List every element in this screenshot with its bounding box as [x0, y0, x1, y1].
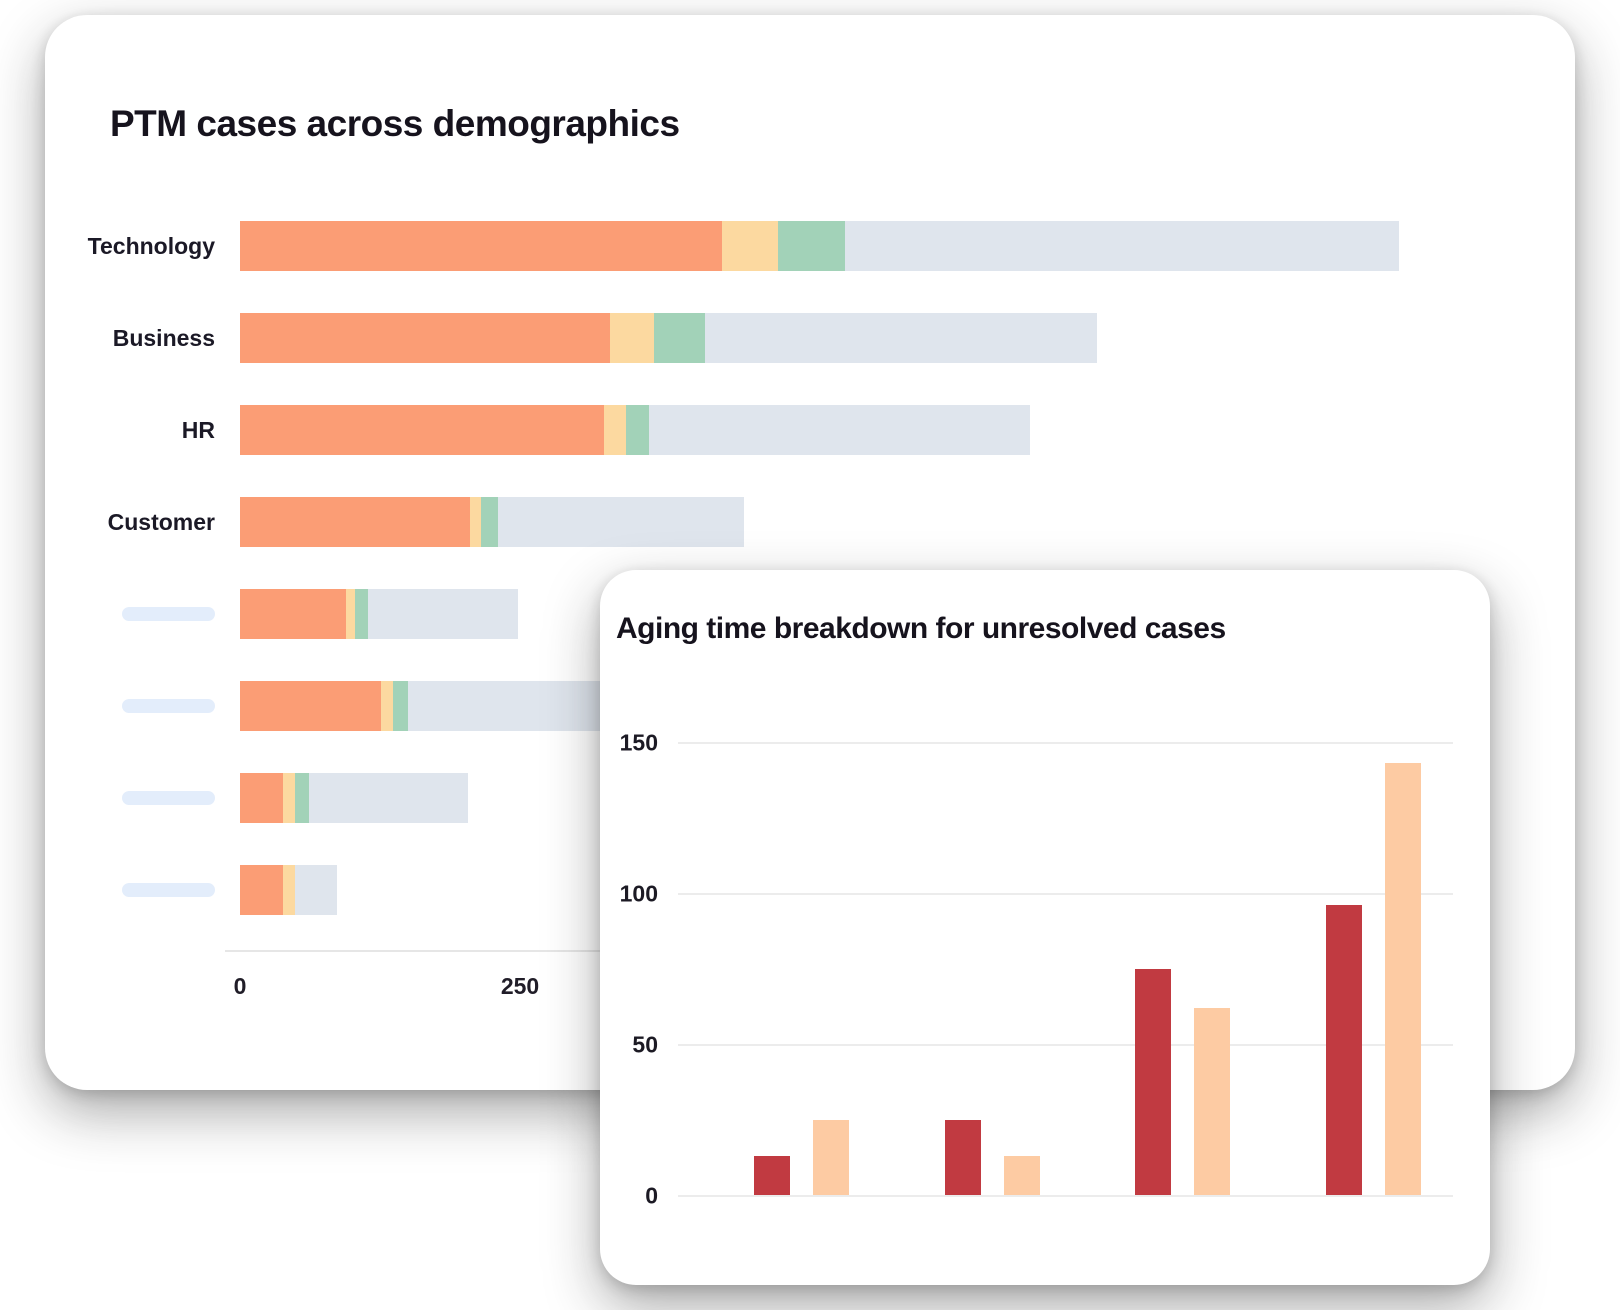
bar-segment-green: [393, 681, 408, 731]
category-label: Business: [112, 324, 215, 351]
demographic-row: [45, 589, 1575, 639]
redacted-category-label-pill: [122, 791, 215, 805]
demographics-chart-title: PTM cases across demographics: [110, 103, 680, 144]
bar-segment-green: [777, 221, 845, 271]
bar-segment-gray: [294, 865, 338, 915]
bar-segment-salmon: [240, 681, 382, 731]
bar-segment-gray: [648, 405, 1030, 455]
category-label: Technology: [87, 232, 215, 259]
demographic-row: HR: [45, 405, 1575, 455]
bar-segment-green: [654, 313, 705, 363]
demographic-row: [45, 773, 1575, 823]
bar-segment-green: [294, 773, 310, 823]
y-gridline: [678, 893, 1453, 895]
bar-segment-salmon: [240, 497, 470, 547]
y-axis-tick-label: 0: [645, 1182, 658, 1209]
bar-segment-green: [480, 497, 498, 547]
bar-segment-gray: [497, 497, 744, 547]
category-label: Customer: [107, 508, 215, 535]
y-gridline: [678, 1195, 1453, 1197]
bar-segment-salmon: [240, 589, 347, 639]
bar-segment-gray: [844, 221, 1400, 271]
y-gridline: [678, 1044, 1453, 1046]
aging-bar-dark-red: [753, 1155, 790, 1195]
demographic-row: [45, 865, 1575, 915]
aging-bar-dark-red: [1134, 968, 1171, 1195]
aging-chart-title: Aging time breakdown for unresolved case…: [616, 612, 1226, 645]
aging-bar-dark-red: [1325, 905, 1362, 1195]
y-axis-tick-label: 150: [619, 729, 658, 756]
bar-segment-cream: [469, 497, 481, 547]
bar-segment-gray: [367, 589, 518, 639]
x-axis-tick-label: 250: [500, 973, 540, 999]
bar-segment-cream: [381, 681, 394, 731]
bar-segment-cream: [609, 313, 655, 363]
bar-segment-salmon: [240, 221, 722, 271]
bar-segment-salmon: [240, 313, 610, 363]
bar-segment-cream: [282, 865, 295, 915]
x-axis-tick-label: 0: [233, 973, 247, 999]
redacted-category-label-pill: [122, 883, 215, 897]
bar-segment-cream: [604, 405, 627, 455]
category-label: HR: [181, 416, 215, 443]
bar-segment-salmon: [240, 773, 283, 823]
aging-bar-peach: [1193, 1007, 1230, 1195]
y-axis-tick-label: 50: [632, 1031, 658, 1058]
bar-segment-gray: [309, 773, 469, 823]
demographic-row: Customer: [45, 497, 1575, 547]
aging-bar-peach: [812, 1119, 849, 1195]
aging-card: Aging time breakdown for unresolved case…: [600, 570, 1490, 1285]
aging-bar-peach: [1384, 763, 1421, 1195]
redacted-category-label-pill: [122, 699, 215, 713]
aging-bar-peach: [1003, 1155, 1040, 1195]
bar-segment-cream: [346, 589, 356, 639]
bar-segment-gray: [704, 313, 1097, 363]
bar-segment-cream: [721, 221, 778, 271]
bar-segment-salmon: [240, 865, 283, 915]
demographic-row: Technology: [45, 221, 1575, 271]
y-gridline: [678, 742, 1453, 744]
bar-segment-green: [626, 405, 649, 455]
bar-segment-cream: [282, 773, 295, 823]
redacted-category-label-pill: [122, 607, 215, 621]
bar-segment-green: [355, 589, 368, 639]
demographic-row: Business: [45, 313, 1575, 363]
aging-bar-dark-red: [944, 1119, 981, 1195]
y-axis-tick-label: 100: [619, 880, 658, 907]
bar-segment-salmon: [240, 405, 604, 455]
